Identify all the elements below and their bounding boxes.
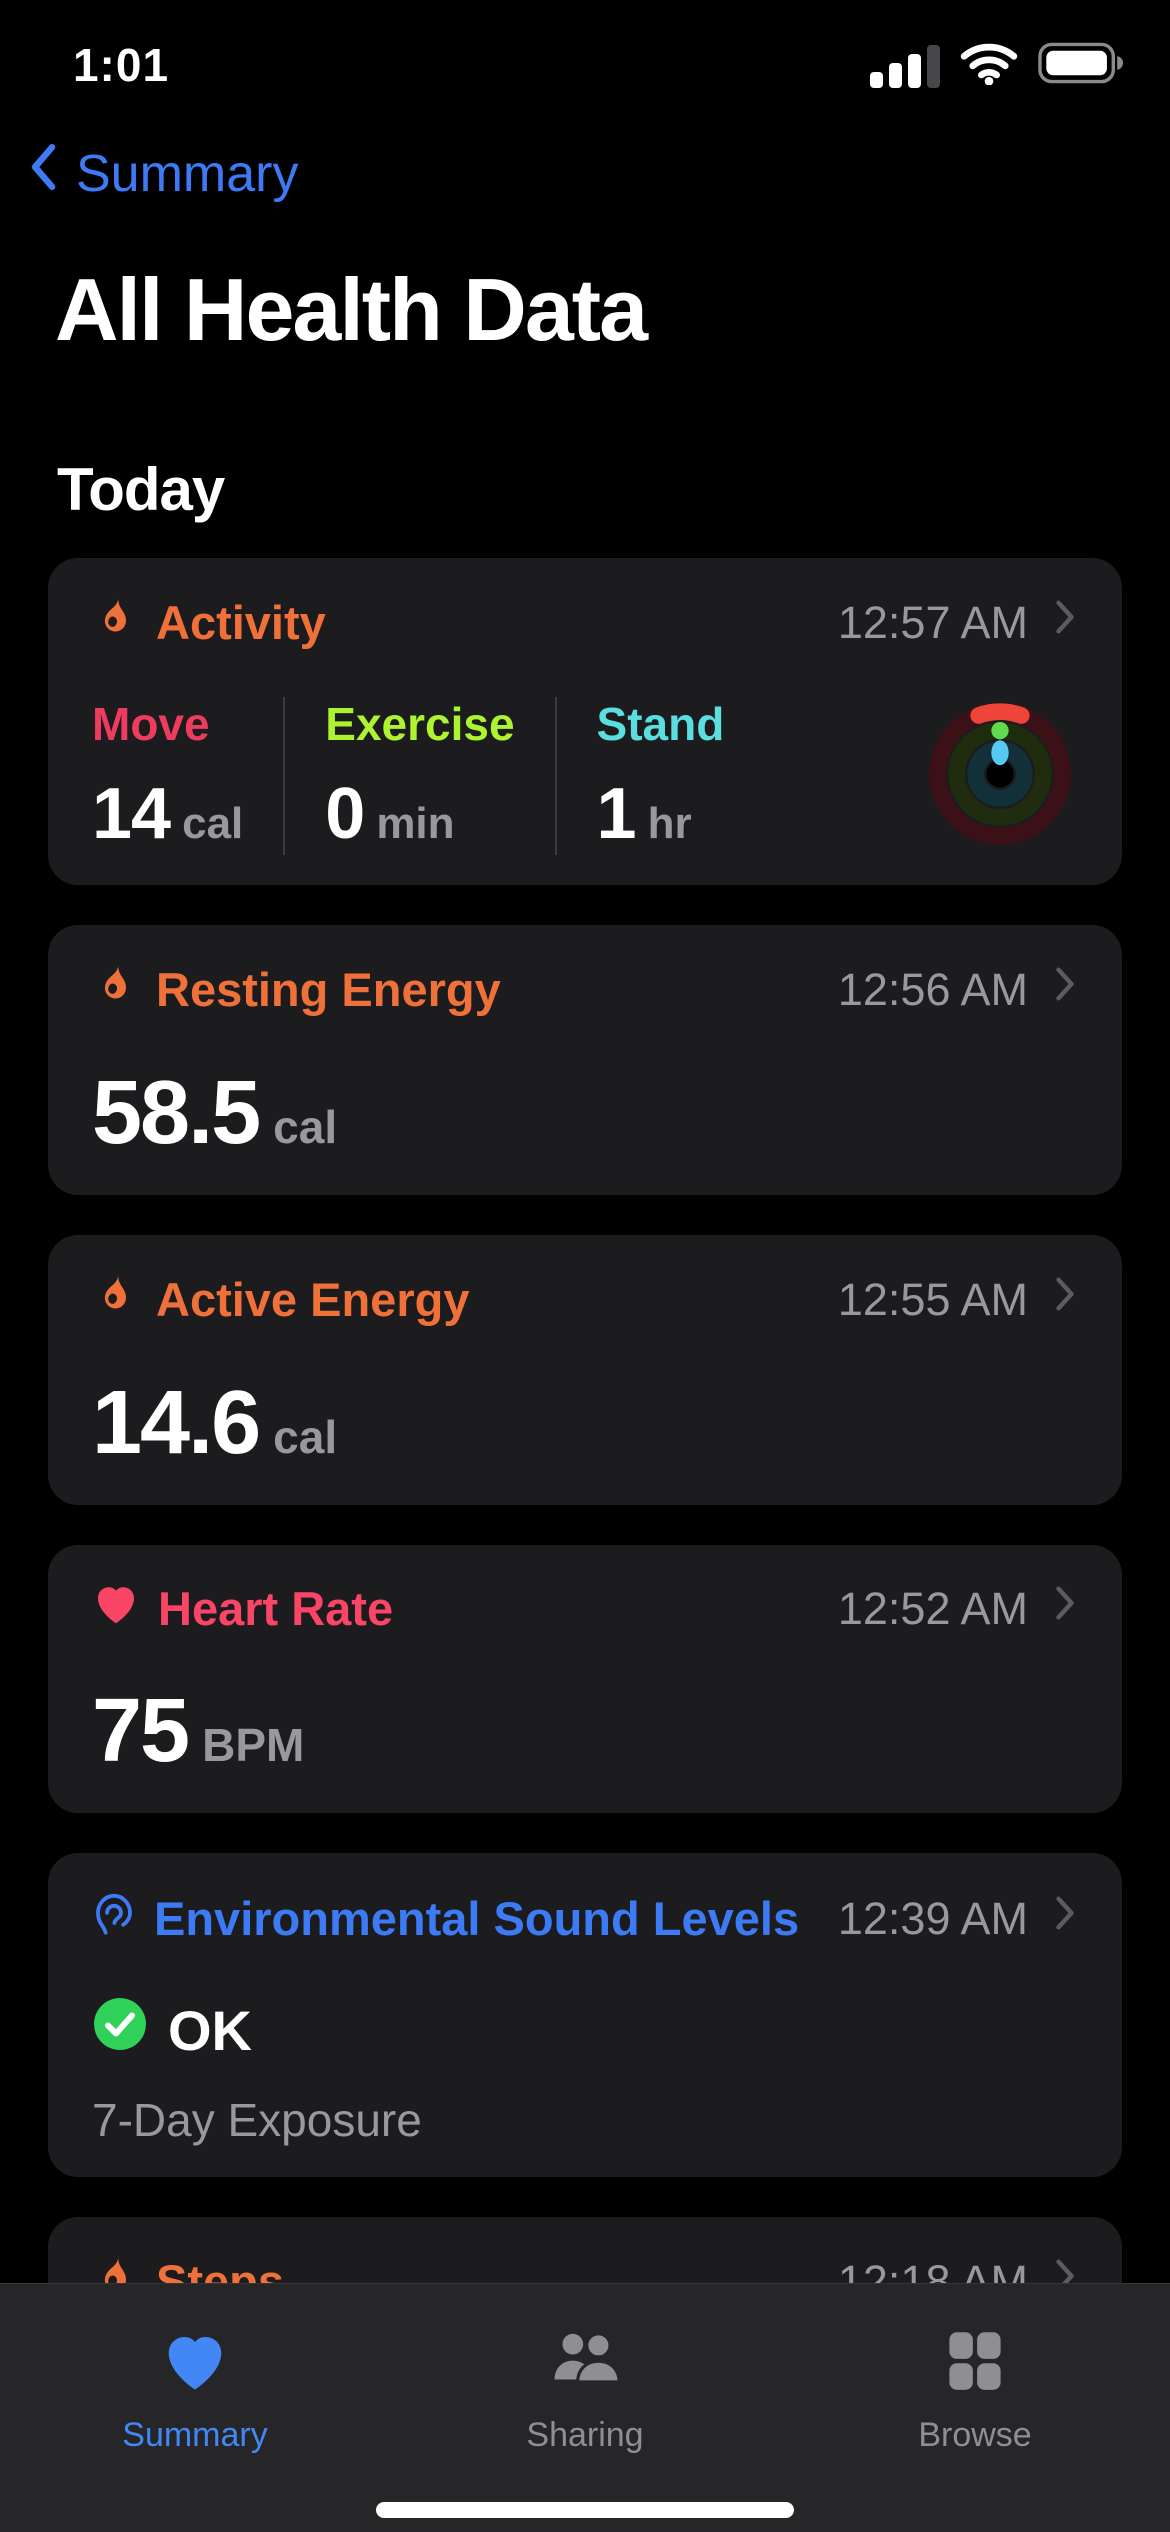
metric-unit: min bbox=[376, 799, 455, 848]
tab-label: Sharing bbox=[526, 2416, 644, 2454]
chevron-right-icon bbox=[1052, 962, 1078, 1017]
battery-icon bbox=[1038, 41, 1126, 90]
metric-label: Exercise bbox=[325, 698, 515, 750]
card-title: Active Energy bbox=[156, 1273, 470, 1326]
status-icons bbox=[870, 41, 1126, 90]
metric-stand: Stand 1 hr bbox=[597, 697, 725, 855]
card-timestamp: 12:57 AM bbox=[837, 596, 1028, 648]
metric-move: Move 14 cal bbox=[92, 697, 243, 855]
home-indicator[interactable] bbox=[376, 2502, 794, 2518]
section-heading: Today bbox=[57, 456, 225, 523]
ear-icon bbox=[92, 1889, 136, 1948]
check-circle-icon bbox=[92, 1996, 148, 2065]
card-title: Environmental Sound Levels bbox=[154, 1892, 800, 1945]
card-environmental-sound-levels[interactable]: Environmental Sound Levels 12:39 AM OK 7… bbox=[48, 1853, 1122, 2177]
heart-icon bbox=[92, 1581, 140, 1636]
metric-value: 14 bbox=[92, 774, 171, 854]
tab-label: Browse bbox=[918, 2416, 1032, 2454]
flame-icon bbox=[92, 961, 138, 1018]
metric-value: 1 bbox=[596, 774, 637, 854]
card-timestamp: 12:39 AM bbox=[837, 1892, 1028, 1944]
page-title: All Health Data bbox=[55, 260, 648, 359]
card-unit: cal bbox=[273, 1101, 338, 1153]
metric-label: Move bbox=[92, 698, 210, 750]
chevron-right-icon bbox=[1052, 1272, 1078, 1327]
tab-label: Summary bbox=[122, 2416, 268, 2454]
activity-rings-icon bbox=[924, 698, 1076, 855]
divider bbox=[554, 697, 557, 855]
card-timestamp: 12:55 AM bbox=[837, 1273, 1028, 1325]
status-value: OK bbox=[168, 1999, 252, 2062]
metric-value: 0 bbox=[325, 774, 365, 854]
metric-unit: cal bbox=[182, 799, 244, 848]
card-title: Resting Energy bbox=[156, 963, 501, 1016]
card-timestamp: 12:56 AM bbox=[837, 963, 1028, 1015]
card-title: Activity bbox=[156, 596, 326, 649]
back-chevron-icon bbox=[28, 140, 62, 207]
card-value: 14.6 bbox=[92, 1373, 261, 1473]
wifi-icon bbox=[960, 41, 1018, 90]
tab-browse[interactable]: Browse bbox=[780, 2284, 1170, 2532]
people-icon bbox=[546, 2324, 624, 2396]
flame-icon bbox=[92, 1271, 138, 1328]
card-title: Heart Rate bbox=[158, 1582, 394, 1635]
status-time: 1:01 bbox=[72, 39, 170, 91]
flame-icon bbox=[92, 594, 138, 651]
tab-bar: Summary Sharing Browse bbox=[0, 2283, 1170, 2532]
grid-icon bbox=[944, 2324, 1006, 2396]
card-unit: cal bbox=[273, 1411, 338, 1463]
card-value: 75 bbox=[92, 1681, 190, 1781]
card-value: 58.5 bbox=[92, 1063, 261, 1163]
chevron-right-icon bbox=[1052, 1581, 1078, 1636]
card-timestamp: 12:52 AM bbox=[837, 1582, 1028, 1634]
status-bar: 1:01 bbox=[0, 0, 1170, 100]
card-unit: BPM bbox=[202, 1719, 305, 1771]
tab-sharing[interactable]: Sharing bbox=[390, 2284, 780, 2532]
status-subtitle: 7-Day Exposure bbox=[92, 2094, 422, 2146]
metric-exercise: Exercise 0 min bbox=[325, 697, 514, 855]
chevron-right-icon bbox=[1052, 595, 1078, 650]
metric-unit: hr bbox=[647, 799, 692, 848]
chevron-right-icon bbox=[1052, 1891, 1078, 1946]
card-active-energy[interactable]: Active Energy 12:55 AM 14.6 cal bbox=[48, 1235, 1122, 1505]
cellular-signal-icon bbox=[870, 44, 940, 90]
tab-summary[interactable]: Summary bbox=[0, 2284, 390, 2532]
card-heart-rate[interactable]: Heart Rate 12:52 AM 75 BPM bbox=[48, 1545, 1122, 1813]
back-button[interactable]: Summary bbox=[28, 140, 298, 207]
card-resting-energy[interactable]: Resting Energy 12:56 AM 58.5 cal bbox=[48, 925, 1122, 1195]
metric-label: Stand bbox=[596, 698, 725, 750]
divider bbox=[283, 697, 286, 855]
heart-tab-icon bbox=[160, 2324, 230, 2396]
back-label: Summary bbox=[76, 144, 299, 203]
